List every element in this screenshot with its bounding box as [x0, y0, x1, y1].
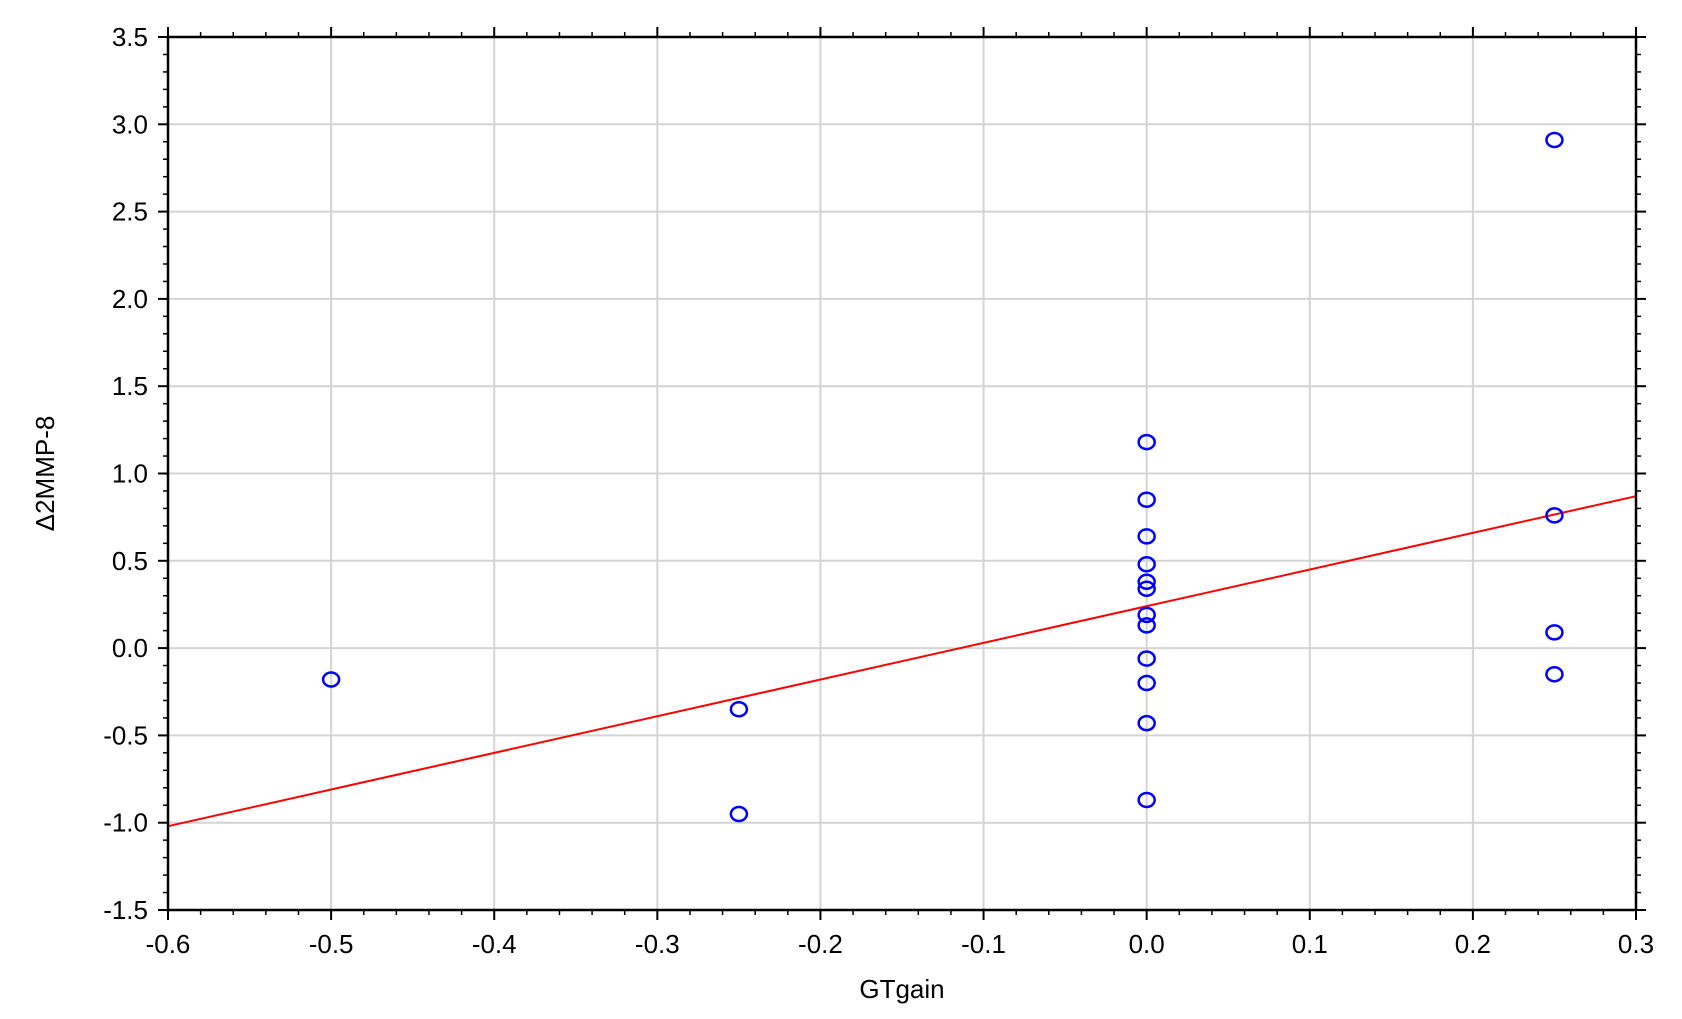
data-point: [1545, 507, 1564, 524]
data-point: [1137, 617, 1156, 634]
data-point: [1137, 528, 1156, 545]
regression-line-group: [167, 495, 1637, 828]
x-tick-label: 0.0: [1129, 929, 1165, 959]
x-tick-label: -0.6: [146, 929, 191, 959]
data-point: [1545, 666, 1564, 683]
data-point: [1137, 580, 1156, 597]
x-tick-labels: -0.6 -0.5 -0.4 -0.3 -0.2 -0.1 0.0 0.1 0.2 0.3: [146, 929, 1654, 959]
data-point: [729, 805, 749, 823]
x-tick-label: -0.1: [961, 929, 1006, 959]
data-point: [1137, 556, 1156, 573]
data-point: [1137, 573, 1156, 591]
x-tick-label: 0.2: [1455, 929, 1491, 959]
x-tick-label: -0.4: [472, 929, 517, 959]
data-point: [1545, 131, 1564, 149]
x-tick-label: -0.2: [798, 929, 843, 959]
y-tick-label: 2.5: [112, 197, 148, 227]
data-point: [1137, 791, 1156, 809]
tick-marks: [158, 27, 1646, 920]
data-point: [1137, 650, 1156, 667]
data-point: [1137, 606, 1156, 624]
y-tick-label: 0.0: [112, 633, 148, 663]
regression-line: [167, 495, 1637, 828]
x-tick-label: 0.3: [1618, 929, 1654, 959]
x-tick-label: -0.5: [309, 929, 354, 959]
data-point: [1137, 491, 1156, 508]
x-axis-title: GTgain: [859, 974, 944, 1004]
y-tick-label: 1.0: [112, 459, 148, 489]
y-tick-label: -0.5: [103, 720, 148, 750]
y-tick-label: 1.5: [112, 371, 148, 401]
data-point: [1137, 714, 1156, 732]
x-tick-label: -0.3: [635, 929, 680, 959]
data-point: [321, 671, 341, 688]
data-point: [1545, 624, 1564, 641]
y-tick-labels: -1.5 -1.0 -0.5 0.0 0.5 1.0 1.5 2.0 2.5 3.0 3.5: [103, 22, 148, 925]
data-point: [1137, 674, 1156, 692]
y-axis-title: Δ2MMP-8: [30, 416, 60, 532]
y-tick-label: -1.5: [103, 895, 148, 925]
data-point: [729, 700, 749, 718]
y-tick-label: 0.5: [112, 546, 148, 576]
data-points: [321, 131, 1564, 823]
y-tick-label: 2.0: [112, 284, 148, 314]
y-tick-label: 3.5: [112, 22, 148, 52]
grid: [167, 36, 1637, 911]
data-point: [1137, 433, 1156, 451]
y-tick-label: 3.0: [112, 109, 148, 139]
y-tick-label: -1.0: [103, 808, 148, 838]
x-tick-label: 0.1: [1292, 929, 1328, 959]
